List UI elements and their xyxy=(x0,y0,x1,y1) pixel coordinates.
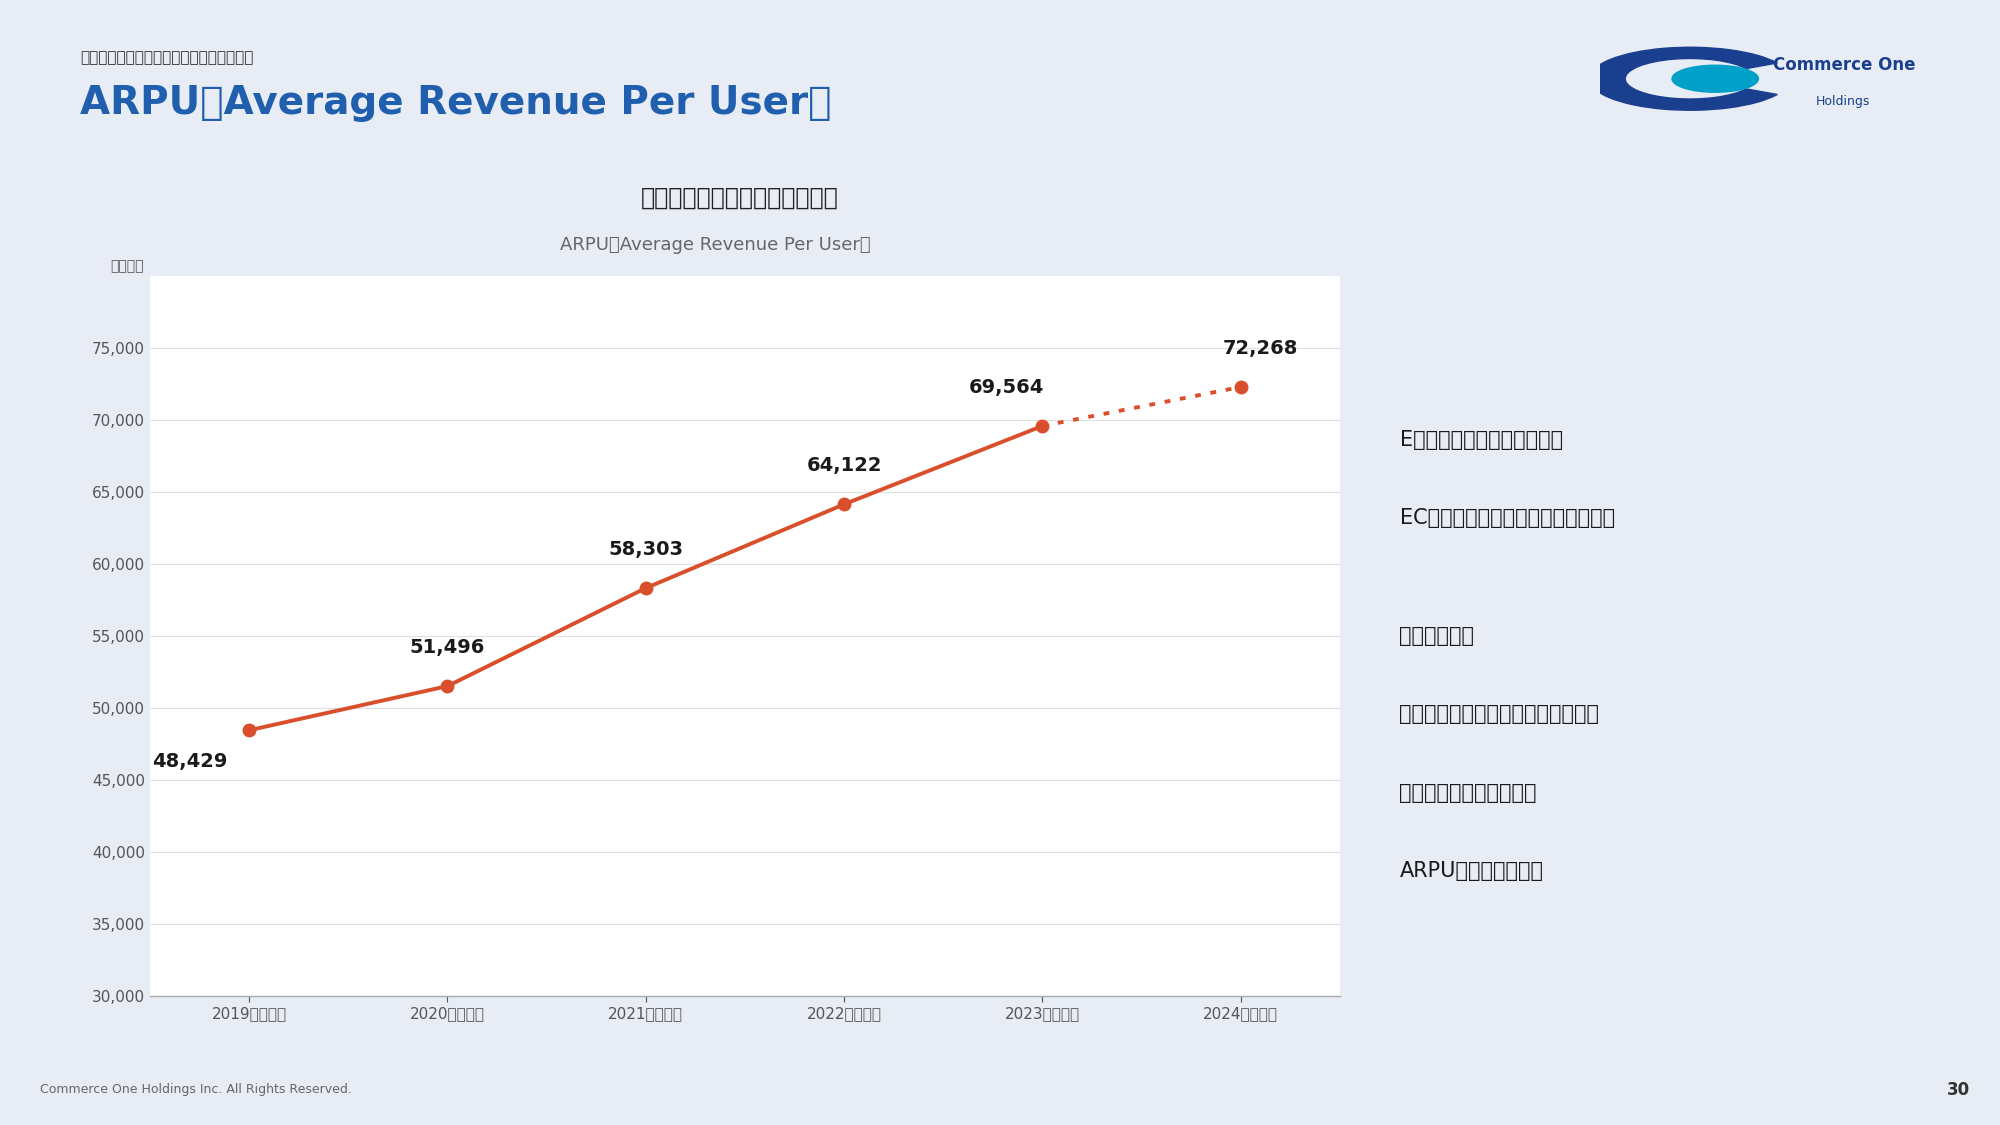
Text: 64,122: 64,122 xyxy=(806,457,882,476)
Text: Eコマース市場拡大に伴い、: Eコマース市場拡大に伴い、 xyxy=(1400,430,1562,450)
Text: サービスの利用拡大で、: サービスの利用拡大で、 xyxy=(1400,783,1536,802)
Text: 69,564: 69,564 xyxy=(970,378,1044,397)
Wedge shape xyxy=(1590,47,1778,110)
Text: 上記による、: 上記による、 xyxy=(1400,626,1474,646)
Text: ARPU（Average Revenue Per User）: ARPU（Average Revenue Per User） xyxy=(560,236,870,254)
Circle shape xyxy=(1672,65,1758,92)
Text: 51,496: 51,496 xyxy=(410,638,486,657)
Text: オプション機能・アライアンス連携: オプション機能・アライアンス連携 xyxy=(1400,704,1600,724)
Text: Commerce One: Commerce One xyxy=(1772,56,1916,74)
Text: 30: 30 xyxy=(1946,1080,1970,1098)
Text: Holdings: Holdings xyxy=(1816,94,1870,108)
Text: EC事業の成長に必要な機能は拡大。: EC事業の成長に必要な機能は拡大。 xyxy=(1400,508,1614,529)
Text: 58,303: 58,303 xyxy=(608,540,684,559)
Text: 48,429: 48,429 xyxy=(152,752,228,771)
Text: Commerce One Holdings Inc. All Rights Reserved.: Commerce One Holdings Inc. All Rights Re… xyxy=(40,1083,352,1096)
Text: ３．ビジネス概要－フューチャーショップ: ３．ビジネス概要－フューチャーショップ xyxy=(80,51,254,65)
Text: 72,268: 72,268 xyxy=(1222,339,1298,358)
Text: ARPU（Average Revenue Per User）: ARPU（Average Revenue Per User） xyxy=(80,84,832,123)
Text: ARPUは着実に向上。: ARPUは着実に向上。 xyxy=(1400,861,1544,881)
Text: １店舗あたり月間売上金額推移: １店舗あたり月間売上金額推移 xyxy=(642,186,838,209)
Text: 単位：円: 単位：円 xyxy=(110,259,144,272)
